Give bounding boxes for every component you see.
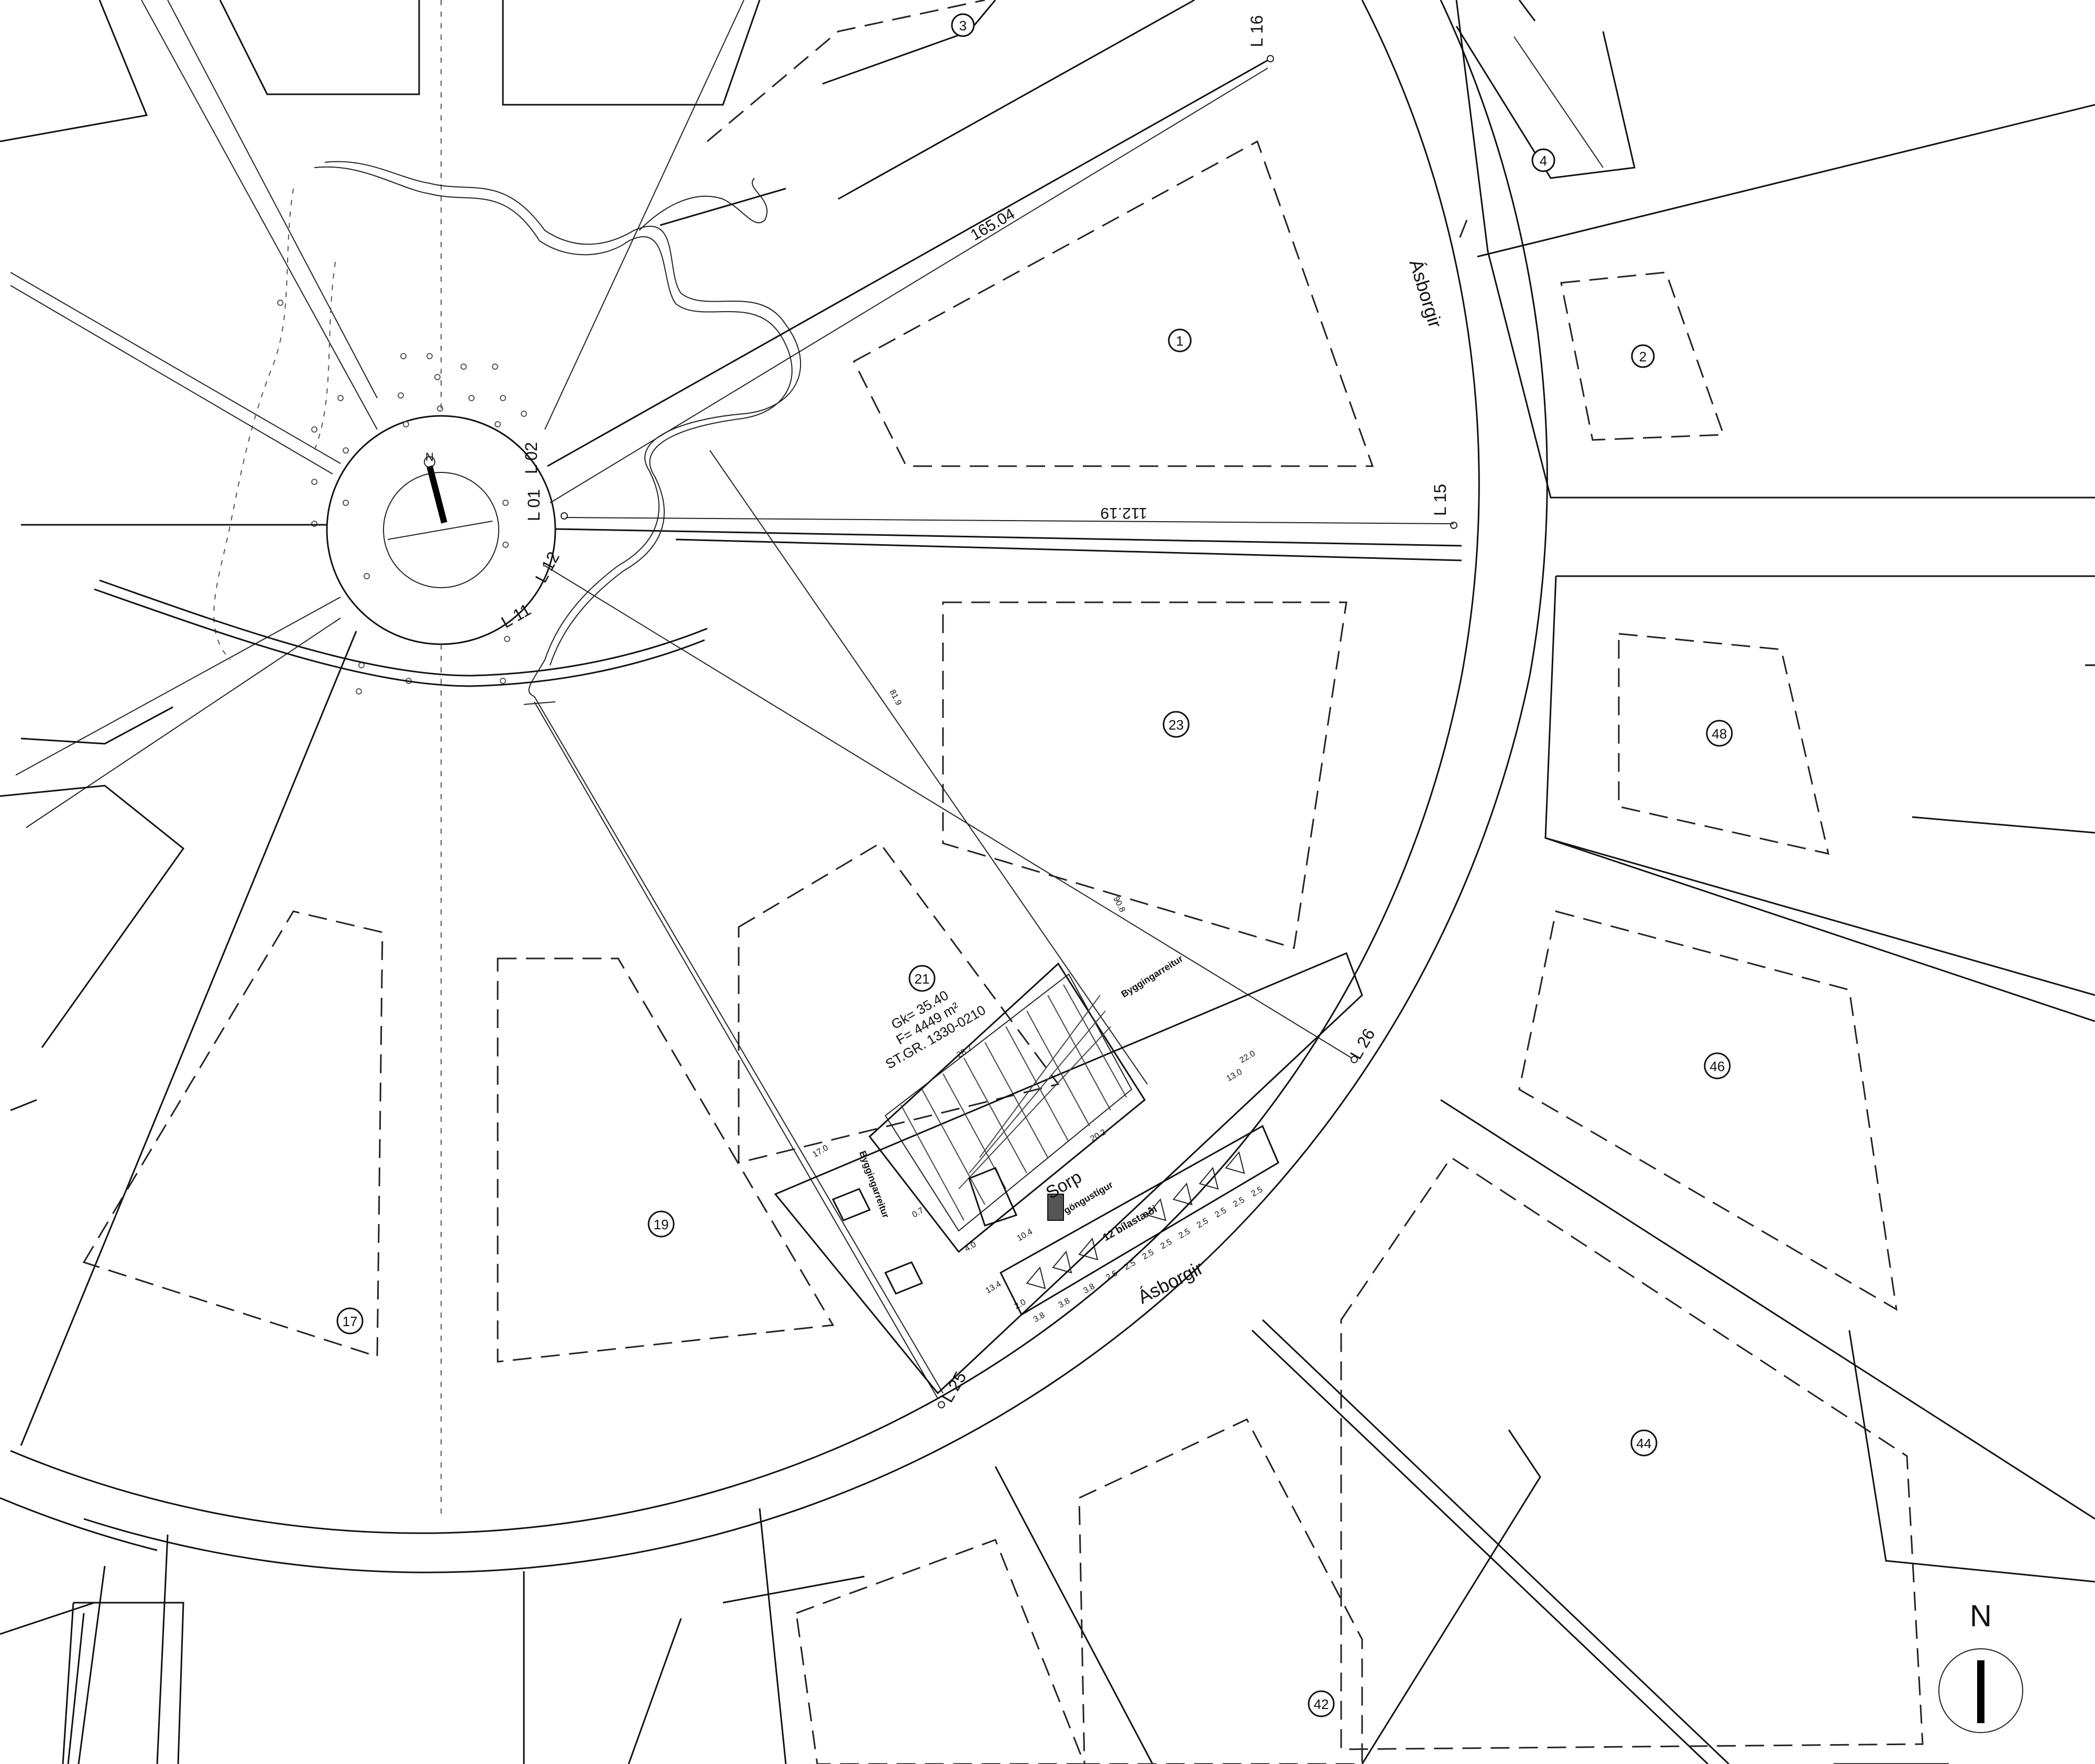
plot-number-19: 19 — [654, 1217, 669, 1232]
dim-1: 28.7 — [956, 1044, 974, 1060]
north-letter: N — [1970, 1599, 1992, 1633]
dim-10: 0.7 — [911, 1206, 926, 1220]
dashed-building-fields — [82, 0, 1924, 1764]
plot-number-3: 3 — [959, 18, 967, 34]
dim-9: 13.0 — [1225, 1067, 1244, 1083]
street-name-south: Ásborgir — [1134, 1257, 1206, 1308]
plot-number-48: 48 — [1712, 726, 1727, 742]
parking-dim-8: 2.5 — [1177, 1227, 1192, 1241]
plot-number-4: 4 — [1540, 153, 1547, 169]
dim-4: 20.2 — [1089, 1128, 1108, 1143]
street-name-north: Ásborgir — [1405, 257, 1446, 330]
north-arrow: N — [1938, 1599, 2023, 1733]
dim-6: 4.0 — [963, 1240, 978, 1254]
survey-point-L16: L 16 — [1247, 15, 1266, 47]
dim-8: 2.0 — [1013, 1298, 1028, 1311]
plot-number-44: 44 — [1637, 1436, 1652, 1451]
roof-hatching — [901, 984, 1127, 1221]
plot-number-23: 23 — [1169, 717, 1184, 733]
survey-lines — [547, 59, 1454, 524]
parking-dim-1: 3.8 — [1032, 1311, 1047, 1325]
building-line-label-2: Byggingarreitur — [857, 1150, 891, 1220]
terrain-lines — [94, 161, 802, 705]
central-circle: N — [277, 300, 556, 694]
survey-point-L25: L 25 — [938, 1369, 970, 1406]
plot-number-46: 46 — [1710, 1059, 1725, 1074]
parking-dim-7: 2.5 — [1159, 1238, 1173, 1251]
distance-small-1: 81.9 — [887, 688, 903, 707]
dim-2: 17.0 — [811, 1143, 830, 1159]
parking-dim-3: 3.8 — [1082, 1282, 1096, 1296]
parking-dim-12: 2.5 — [1250, 1185, 1265, 1199]
parking-dim-5: 2.5 — [1123, 1259, 1137, 1272]
survey-point-L15: L 15 — [1431, 484, 1450, 516]
plot-number-1: 1 — [1176, 333, 1183, 349]
parking-triangles — [1026, 1151, 1245, 1289]
survey-point-L11: L 11 — [498, 600, 534, 632]
plot-number-42: 42 — [1314, 1696, 1329, 1712]
distance-L01-L15: 112.19 — [1100, 504, 1147, 522]
plot-number-2: 2 — [1639, 349, 1647, 365]
building-line-label: Byggingarreitur — [1120, 953, 1185, 1000]
center-north-letter: N — [425, 450, 434, 464]
parking-dim-9: 2.5 — [1195, 1217, 1210, 1230]
street-ring — [0, 0, 1548, 1573]
parking-dim-2: 3.8 — [1057, 1296, 1071, 1310]
dim-5: 10.4 — [1016, 1227, 1035, 1243]
survey-point-L12: L 12 — [531, 548, 563, 586]
parking-dim-10: 2.5 — [1213, 1206, 1228, 1220]
survey-point-L02: L 02 — [522, 442, 541, 474]
plot-number-17: 17 — [343, 1314, 358, 1329]
radial-lines — [10, 0, 2095, 1764]
plot-number-21: 21 — [915, 971, 930, 987]
plot-labels: 3 4 2 1 23 48 46 21 19 17 44 42 — [336, 13, 1733, 1717]
distance-small-2: 90.8 — [1111, 895, 1126, 914]
plot-21-building — [774, 952, 1363, 1395]
dim-3: 22.0 — [1238, 1049, 1257, 1065]
parking-dim-11: 2.5 — [1232, 1196, 1246, 1209]
survey-point-L01: L 01 — [524, 489, 543, 521]
dim-7: 13.4 — [984, 1280, 1003, 1295]
